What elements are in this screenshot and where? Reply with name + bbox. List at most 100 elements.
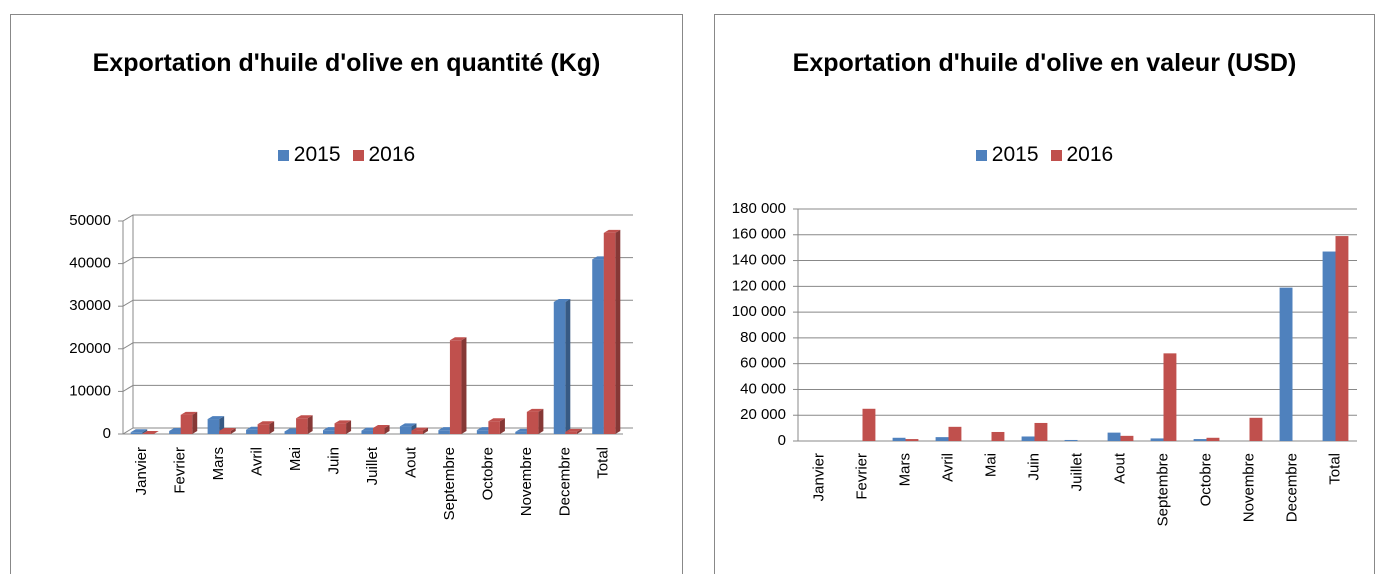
bar <box>1279 287 1293 441</box>
x-tick-label: Mai <box>287 447 304 471</box>
bar-top <box>180 411 198 415</box>
x-tick-label: Septembre <box>1154 453 1171 526</box>
bar-side <box>192 411 198 434</box>
x-tick-label: Aout <box>402 446 419 478</box>
x-tick-label: Total <box>1326 453 1343 485</box>
y-tick-label: 0 <box>778 432 786 449</box>
bar-top <box>334 420 352 424</box>
bar <box>1335 236 1349 441</box>
bar <box>1206 437 1220 441</box>
legend-label: 2016 <box>368 143 416 166</box>
bar <box>169 431 181 434</box>
bar <box>334 423 347 434</box>
bar-top <box>565 428 582 432</box>
bar-top <box>449 337 467 341</box>
chart-panel: Exportation d'huile d'olive en valeur (U… <box>714 14 1375 574</box>
x-tick-label: Avril <box>249 447 266 476</box>
bar-top <box>142 431 159 434</box>
legend: 2015 2016 <box>715 143 1374 167</box>
legend-swatch <box>352 150 364 161</box>
bar-top <box>526 408 544 412</box>
chart: 0 10000 20000 30000 40000 50000 Janvier Fevrier… <box>69 212 633 520</box>
bar <box>603 232 616 434</box>
x-tick-label: Avril <box>939 453 956 482</box>
bar-top <box>411 427 428 431</box>
bar <box>180 414 193 434</box>
bar-top <box>603 229 621 233</box>
bar-top <box>399 423 417 427</box>
bar-top <box>219 428 236 432</box>
legend-item: 2015 <box>277 143 341 166</box>
bar <box>207 419 220 434</box>
bar <box>488 421 500 434</box>
legend-swatch <box>277 150 289 161</box>
y-tick-label: 80 000 <box>740 329 786 346</box>
bar <box>1120 435 1134 441</box>
legend-item: 2016 <box>352 143 416 166</box>
bar-top <box>296 415 313 419</box>
bar <box>862 408 876 441</box>
bar-top <box>257 421 275 425</box>
legend-label: 2015 <box>991 143 1039 166</box>
bar <box>1193 439 1207 441</box>
x-tick-label: Juin <box>1025 453 1042 481</box>
bar <box>1064 439 1078 441</box>
bar <box>991 431 1005 441</box>
y-tick-label: 30000 <box>69 297 111 314</box>
bar <box>1021 436 1035 441</box>
y-tick-label: 10000 <box>69 382 111 399</box>
x-tick-label: Juillet <box>1068 452 1085 491</box>
y-tick-label: 180 000 <box>732 200 786 217</box>
bar-side <box>461 337 467 434</box>
y-tick-label: 160 000 <box>732 226 786 243</box>
bar <box>905 439 919 441</box>
x-tick-label: Decembre <box>1283 453 1300 522</box>
chart: 0 20 000 40 000 60 000 80 000 100 000 120 000 1… <box>732 200 1357 526</box>
bar-side <box>230 428 236 434</box>
y-tick-label: 40000 <box>69 255 111 272</box>
legend-swatch <box>1050 150 1062 161</box>
y-tick-label: 0 <box>103 425 111 442</box>
x-tick-label: Fevrier <box>853 453 870 500</box>
bar <box>246 429 258 434</box>
bar <box>284 431 297 434</box>
x-tick-label: Decembre <box>556 447 573 516</box>
bar <box>1249 417 1263 441</box>
x-tick-label: Juin <box>326 447 343 475</box>
page: Exportation d'huile d'olive en quantité … <box>10 14 1375 574</box>
bar <box>1163 353 1177 441</box>
legend-swatch <box>975 150 987 161</box>
bar <box>1150 438 1164 441</box>
legend: 2015 2016 <box>11 143 682 167</box>
y-tick-label: 100 000 <box>732 303 786 320</box>
y-tick-label: 20000 <box>69 340 111 357</box>
bar <box>526 411 539 434</box>
bar <box>948 426 962 441</box>
chart-title: Exportation d'huile d'olive en valeur (U… <box>792 49 1297 77</box>
bar-side <box>269 421 275 434</box>
x-tick-label: Mars <box>896 453 913 486</box>
grid-line <box>122 214 633 222</box>
bar <box>892 437 906 441</box>
chart-panel: Exportation d'huile d'olive en quantité … <box>10 14 683 574</box>
bar <box>515 431 527 434</box>
x-tick-label: Octobre <box>1197 453 1214 506</box>
x-tick-label: Janvier <box>810 453 827 501</box>
x-tick-label: Fevrier <box>172 447 189 494</box>
bar <box>323 430 335 434</box>
bar <box>257 424 270 434</box>
bar <box>373 428 385 434</box>
grid-line <box>122 257 633 265</box>
x-tick-label: Mars <box>210 447 227 480</box>
x-tick-label: Novembre <box>1240 453 1257 522</box>
x-tick-label: Septembre <box>441 447 458 520</box>
chart-title: Exportation d'huile d'olive en quantité … <box>92 49 601 77</box>
x-tick-label: Total <box>595 447 612 479</box>
bar <box>296 418 308 434</box>
bar-side <box>384 425 390 434</box>
y-tick-label: 120 000 <box>732 277 786 294</box>
bar-top <box>553 298 571 302</box>
bar-side <box>538 408 544 434</box>
bar <box>476 430 489 434</box>
bar-side <box>565 298 571 434</box>
